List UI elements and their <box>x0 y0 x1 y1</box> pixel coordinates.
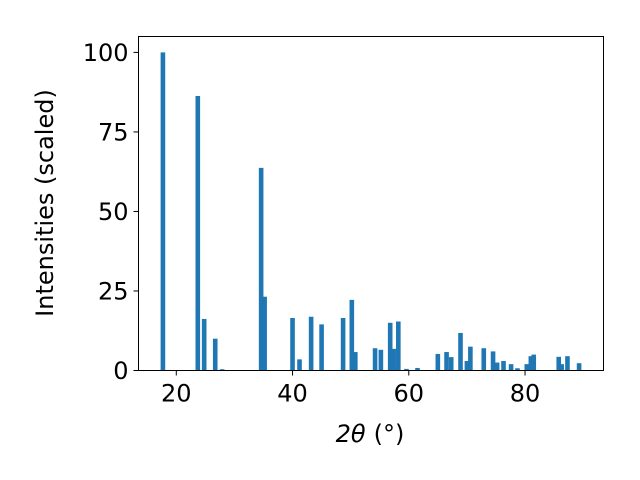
y-axis-ticks: 0 25 50 75 100 <box>83 39 139 385</box>
bar-21 <box>435 353 441 371</box>
bar-28 <box>490 351 496 371</box>
bar-37 <box>559 364 564 371</box>
bar-15 <box>378 349 384 371</box>
y-tick-label: 25 <box>98 277 129 305</box>
bar-2 <box>201 318 207 371</box>
bar-33 <box>524 364 530 371</box>
bar-29 <box>494 362 500 371</box>
bar-30 <box>501 360 506 371</box>
bar-0 <box>160 52 166 371</box>
bar-11 <box>340 318 346 371</box>
plot-frame <box>138 36 604 371</box>
bar-series <box>160 52 582 371</box>
y-tick-label: 0 <box>113 357 128 385</box>
bar-5 <box>258 167 264 371</box>
x-tick-label: 20 <box>161 380 192 408</box>
bar-16 <box>387 322 393 371</box>
bar-17 <box>391 348 396 371</box>
bar-34 <box>528 356 534 371</box>
bar-27 <box>481 348 487 371</box>
x-axis-ticks: 20 40 60 80 <box>161 370 541 408</box>
bar-22 <box>444 352 449 371</box>
x-tick-label: 60 <box>394 380 425 408</box>
bar-35 <box>531 354 537 371</box>
bar-36 <box>556 356 562 371</box>
bar-20 <box>415 367 420 371</box>
bar-13 <box>353 352 358 371</box>
bar-9 <box>308 316 314 371</box>
bar-12 <box>349 299 355 371</box>
bar-24 <box>458 332 463 371</box>
bar-25 <box>464 360 470 371</box>
bar-31 <box>508 364 514 371</box>
bar-23 <box>448 357 454 371</box>
bar-3 <box>212 338 218 371</box>
bar-6 <box>262 296 267 371</box>
bar-26 <box>468 346 473 371</box>
x-tick-label: 40 <box>277 380 308 408</box>
y-tick-label: 100 <box>83 39 129 67</box>
bar-38 <box>565 356 570 371</box>
bar-19 <box>404 368 409 371</box>
x-axis-label: 2θ (°) <box>336 420 405 448</box>
x-tick-label: 80 <box>510 380 541 408</box>
bar-10 <box>319 324 324 371</box>
bar-7 <box>290 318 295 371</box>
y-tick-label: 50 <box>98 198 129 226</box>
bar-4 <box>219 369 225 371</box>
bar-8 <box>297 359 302 371</box>
bar-14 <box>372 348 378 371</box>
y-tick-label: 75 <box>98 118 129 146</box>
bar-1 <box>195 95 201 371</box>
bar-32 <box>515 368 520 371</box>
bar-18 <box>396 321 401 371</box>
y-axis-label: Intensities (scaled) <box>31 89 59 317</box>
bar-39 <box>576 363 582 371</box>
